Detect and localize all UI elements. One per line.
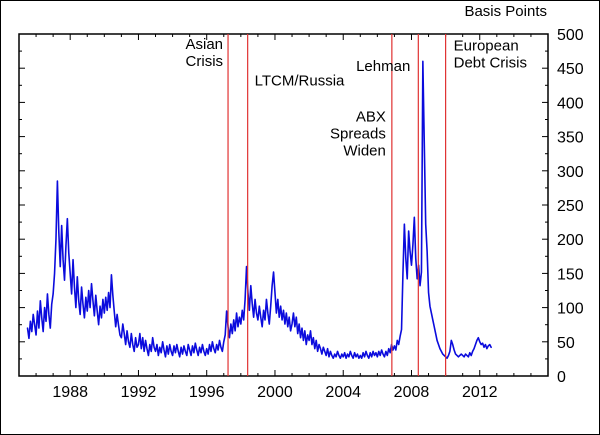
annotation-asian-crisis: Crisis bbox=[186, 53, 224, 70]
y-tick-label: 50 bbox=[557, 335, 575, 352]
annotation-abx-spreads-widen: Spreads bbox=[330, 126, 386, 143]
annotation-european-debt-crisis: European bbox=[454, 37, 519, 54]
x-tick-label: 1988 bbox=[52, 384, 88, 401]
annotation-european-debt-crisis: Debt Crisis bbox=[454, 54, 527, 71]
y-tick-label: 150 bbox=[557, 266, 584, 283]
annotation-abx-spreads-widen: Widen bbox=[343, 143, 386, 160]
x-tick-label: 1996 bbox=[189, 384, 225, 401]
y-tick-label: 250 bbox=[557, 198, 584, 215]
y-tick-label: 200 bbox=[557, 232, 584, 249]
x-tick-label: 2008 bbox=[394, 384, 430, 401]
annotation-abx-spreads-widen: ABX bbox=[356, 109, 386, 126]
series-spread-basis-points bbox=[26, 60, 492, 360]
x-tick-label: 2012 bbox=[462, 384, 498, 401]
annotation-ltcm-russia: LTCM/Russia bbox=[255, 72, 345, 89]
y-tick-label: 0 bbox=[557, 369, 566, 386]
y-tick-label: 500 bbox=[557, 27, 584, 44]
x-tick-label: 2000 bbox=[257, 384, 293, 401]
y-tick-label: 350 bbox=[557, 130, 584, 147]
y-tick-label: 300 bbox=[557, 164, 584, 181]
y-axis-unit-label: Basis Points bbox=[464, 3, 547, 20]
y-tick-label: 450 bbox=[557, 61, 584, 78]
y-tick-label: 400 bbox=[557, 95, 584, 112]
annotation-lehman: Lehman bbox=[356, 58, 410, 75]
annotation-asian-crisis: Asian bbox=[186, 36, 224, 53]
x-tick-label: 2004 bbox=[325, 384, 361, 401]
x-tick-label: 1992 bbox=[121, 384, 157, 401]
y-tick-label: 100 bbox=[557, 301, 584, 318]
